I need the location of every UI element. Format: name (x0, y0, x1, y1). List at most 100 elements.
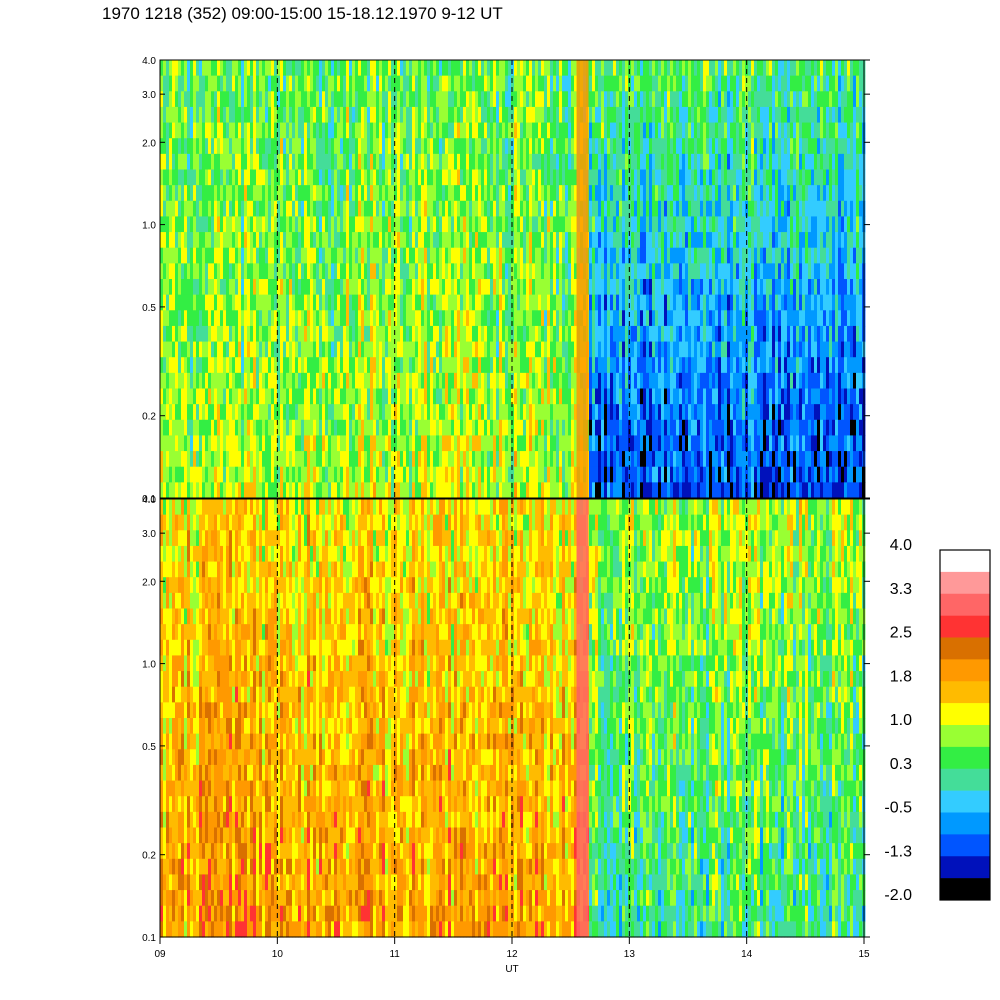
heatmap-cell (220, 106, 224, 124)
heatmap-cell (187, 247, 191, 264)
heatmap-cell (469, 482, 473, 499)
heatmap-cell (487, 263, 491, 280)
heatmap-cell (421, 357, 425, 374)
heatmap-cell (253, 466, 257, 483)
heatmap-cell (313, 388, 317, 405)
heatmap-cell (319, 185, 323, 202)
heatmap-cell (493, 138, 497, 155)
heatmap-cell (475, 466, 479, 483)
heatmap-cell (652, 451, 656, 468)
heatmap-cell (352, 169, 356, 186)
heatmap-cell (178, 435, 182, 452)
heatmap-cell (589, 169, 593, 186)
heatmap-cell (376, 138, 380, 155)
heatmap-cell (496, 451, 500, 468)
heatmap-cell (283, 263, 287, 280)
heatmap-cell (166, 247, 170, 264)
heatmap-cell (310, 153, 314, 171)
heatmap-cell (229, 263, 233, 280)
heatmap-cell (568, 435, 572, 452)
heatmap-cell (532, 122, 536, 139)
heatmap-cell (661, 404, 665, 421)
heatmap-cell (613, 122, 617, 139)
heatmap-cell (277, 263, 281, 280)
heatmap-cell (646, 106, 650, 124)
heatmap-cell (193, 482, 197, 499)
heatmap-cell (457, 466, 461, 483)
heatmap-cell (610, 185, 614, 202)
heatmap-cell (208, 232, 212, 249)
heatmap-cell (541, 404, 545, 421)
heatmap-cell (628, 372, 632, 390)
heatmap-cell (199, 60, 203, 77)
heatmap-cell (334, 185, 338, 202)
heatmap-cell (283, 372, 287, 390)
heatmap-cell (361, 325, 365, 343)
heatmap-cell (385, 310, 389, 327)
heatmap-cell (394, 357, 398, 374)
heatmap-cell (280, 341, 284, 358)
heatmap-cell (481, 294, 485, 311)
heatmap-cell (649, 75, 653, 92)
heatmap-cell (604, 60, 608, 77)
heatmap-cell (235, 75, 239, 92)
heatmap-cell (619, 466, 623, 483)
heatmap-cell (616, 294, 620, 311)
heatmap-cell (241, 435, 245, 452)
heatmap-cell (253, 122, 257, 139)
heatmap-cell (304, 216, 308, 233)
heatmap-cell (229, 435, 233, 452)
heatmap-cell (259, 294, 263, 311)
heatmap-cell (535, 435, 539, 452)
heatmap-cell (661, 388, 665, 405)
heatmap-cell (214, 341, 218, 358)
heatmap-cell (214, 153, 218, 171)
heatmap-cell (400, 404, 404, 421)
heatmap-cell (382, 247, 386, 264)
heatmap-cell (514, 232, 518, 249)
heatmap-cell (214, 372, 218, 390)
heatmap-cell (322, 169, 326, 186)
heatmap-cell (196, 185, 200, 202)
heatmap-cell (568, 60, 572, 77)
heatmap-cell (673, 294, 677, 311)
heatmap-cell (535, 200, 539, 218)
heatmap-cell (490, 200, 494, 218)
heatmap-cell (430, 75, 434, 92)
heatmap-cell (409, 482, 413, 499)
heatmap-cell (391, 247, 395, 264)
heatmap-cell (172, 419, 176, 437)
heatmap-cell (529, 153, 533, 171)
heatmap-cell (652, 216, 656, 233)
heatmap-cell (553, 372, 557, 390)
heatmap-cell (520, 466, 524, 483)
heatmap-cell (208, 216, 212, 233)
heatmap-cell (658, 279, 662, 296)
heatmap-cell (454, 435, 458, 452)
heatmap-cell (184, 138, 188, 155)
heatmap-cell (646, 357, 650, 374)
heatmap-cell (415, 419, 419, 437)
heatmap-cell (277, 60, 281, 77)
heatmap-cell (397, 263, 401, 280)
heatmap-cell (283, 419, 287, 437)
heatmap-cell (358, 482, 362, 499)
heatmap-cell (478, 200, 482, 218)
heatmap-cell (679, 279, 683, 296)
heatmap-cell (388, 404, 392, 421)
heatmap-cell (529, 60, 533, 77)
heatmap-cell (439, 419, 443, 437)
heatmap-cell (289, 372, 293, 390)
heatmap-cell (544, 419, 548, 437)
heatmap-cell (385, 247, 389, 264)
heatmap-cell (682, 388, 686, 405)
heatmap-cell (382, 185, 386, 202)
heatmap-cell (403, 357, 407, 374)
heatmap-cell (472, 310, 476, 327)
heatmap-cell (385, 153, 389, 171)
heatmap-cell (442, 310, 446, 327)
heatmap-cell (166, 404, 170, 421)
heatmap-cell (496, 404, 500, 421)
heatmap-cell (604, 279, 608, 296)
heatmap-cell (622, 310, 626, 327)
